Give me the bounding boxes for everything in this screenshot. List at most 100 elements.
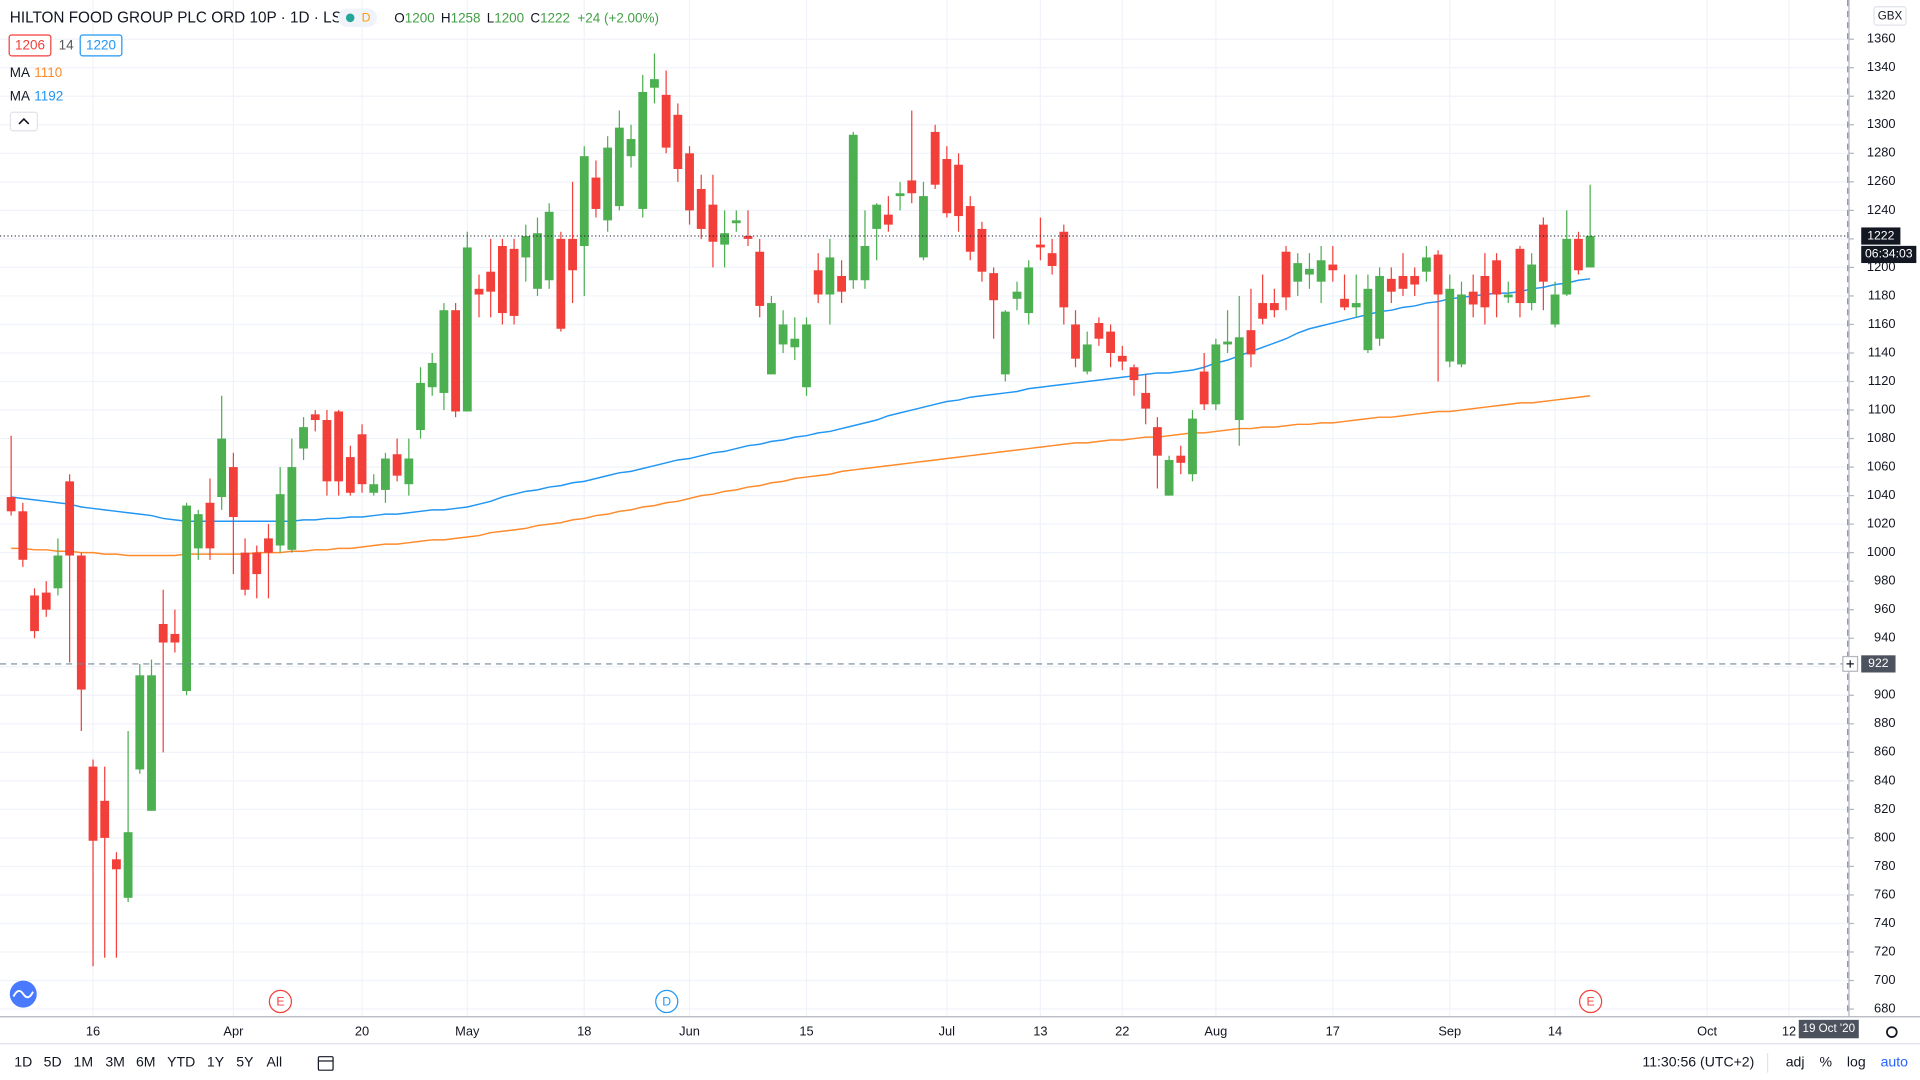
candle-body bbox=[556, 238, 566, 329]
candle-body bbox=[708, 204, 718, 242]
candle-body bbox=[451, 310, 461, 412]
y-tick-label: 1160 bbox=[1868, 316, 1896, 331]
candle-body bbox=[1141, 392, 1151, 409]
scale-option[interactable]: adj bbox=[1786, 1054, 1805, 1070]
candle-body bbox=[883, 214, 893, 225]
candle-body bbox=[1410, 275, 1420, 285]
range-button[interactable]: 6M bbox=[136, 1054, 156, 1070]
candle-body bbox=[1421, 257, 1431, 272]
range-button[interactable]: 1D bbox=[14, 1054, 32, 1070]
candle-body bbox=[673, 114, 683, 170]
candle-body bbox=[158, 623, 168, 643]
ask-box[interactable] bbox=[79, 34, 123, 57]
candle-body bbox=[1363, 288, 1373, 351]
currency-box[interactable] bbox=[1873, 6, 1907, 26]
candle-body bbox=[1036, 244, 1045, 248]
candle-body bbox=[1024, 267, 1034, 314]
y-tick-label: 1080 bbox=[1867, 430, 1896, 445]
event-label: D bbox=[662, 994, 671, 1008]
y-tick-label: 1360 bbox=[1867, 31, 1896, 46]
candle-body bbox=[579, 156, 589, 247]
bid-box[interactable] bbox=[8, 34, 52, 57]
candle-body bbox=[533, 233, 542, 289]
candle-body bbox=[614, 127, 624, 207]
candle-body bbox=[193, 514, 203, 549]
scale-option[interactable]: log bbox=[1847, 1054, 1866, 1070]
candle-body bbox=[1258, 303, 1268, 319]
y-tick-label: 680 bbox=[1874, 1000, 1895, 1015]
candle-body bbox=[1223, 341, 1232, 345]
candle-body bbox=[1000, 311, 1010, 375]
ohlc-prefix: L bbox=[487, 10, 495, 25]
candle-body bbox=[720, 233, 730, 245]
x-tick-label: 18 bbox=[577, 1024, 591, 1039]
settings-icon[interactable] bbox=[1886, 1026, 1898, 1038]
candle-body bbox=[989, 273, 999, 301]
status-pill[interactable] bbox=[337, 8, 378, 28]
candle-body bbox=[1375, 275, 1385, 339]
candle-body bbox=[521, 236, 531, 258]
crosshair-date-box bbox=[1798, 1019, 1859, 1039]
candle-body bbox=[474, 288, 484, 295]
x-tick-label: Jul bbox=[939, 1024, 955, 1039]
range-button[interactable]: 5D bbox=[44, 1054, 62, 1070]
candle-body bbox=[1012, 291, 1022, 299]
range-button[interactable]: 5Y bbox=[236, 1054, 254, 1070]
y-tick-label: 980 bbox=[1874, 573, 1895, 588]
candle-body bbox=[1340, 298, 1349, 308]
candle-body bbox=[919, 196, 928, 258]
ma-value: 1192 bbox=[34, 89, 63, 104]
candle-body bbox=[1515, 248, 1525, 304]
range-button[interactable]: 1Y bbox=[207, 1054, 225, 1070]
event-marker[interactable] bbox=[655, 989, 679, 1014]
candle-body bbox=[1351, 303, 1361, 308]
y-tick-label: 820 bbox=[1874, 801, 1895, 816]
y-tick-label: 1100 bbox=[1868, 401, 1896, 416]
candle-body bbox=[848, 134, 858, 281]
y-tick-label: 1280 bbox=[1867, 145, 1896, 160]
ohlc-legend: O1200 H1258 L1200 C1222 +24 (+2.00%) bbox=[394, 10, 659, 25]
countdown: 06:34:03 bbox=[1865, 247, 1913, 261]
y-tick-label: 1120 bbox=[1868, 373, 1896, 388]
candle-body bbox=[872, 204, 882, 229]
y-tick-label: 720 bbox=[1874, 943, 1895, 958]
candle-body bbox=[462, 247, 472, 412]
ohlc-close: 1222 bbox=[540, 10, 570, 25]
event-marker[interactable] bbox=[268, 989, 293, 1014]
collapse-button[interactable] bbox=[9, 111, 38, 132]
candle-body bbox=[965, 206, 975, 252]
candle-body bbox=[1164, 459, 1174, 496]
scale-option[interactable]: % bbox=[1819, 1054, 1832, 1070]
x-tick-label: 20 bbox=[355, 1024, 369, 1039]
range-button[interactable]: YTD bbox=[167, 1054, 195, 1070]
y-tick-label: 1320 bbox=[1867, 88, 1896, 103]
y-tick-label: 1040 bbox=[1867, 487, 1896, 502]
candle-body bbox=[568, 238, 577, 271]
candle-body bbox=[650, 79, 659, 88]
x-tick-label: Sep bbox=[1438, 1024, 1461, 1039]
ask: 1220 bbox=[86, 38, 116, 53]
ohlc-prefix: H bbox=[441, 10, 451, 25]
y-tick-label: 840 bbox=[1874, 772, 1895, 787]
scale-option[interactable]: auto bbox=[1881, 1054, 1909, 1070]
status-badge: D bbox=[362, 11, 371, 25]
candle-body bbox=[1550, 294, 1560, 325]
range-button[interactable]: 1M bbox=[73, 1054, 93, 1070]
x-tick-label: 12 bbox=[1782, 1024, 1796, 1039]
candle-body bbox=[322, 420, 332, 482]
candle-body bbox=[264, 538, 273, 553]
indicator-lines bbox=[11, 278, 1591, 557]
candle-body bbox=[825, 257, 835, 295]
candle-body bbox=[1562, 238, 1572, 295]
calendar-icon[interactable] bbox=[317, 1056, 334, 1071]
candle-body bbox=[100, 800, 110, 838]
candle-body bbox=[696, 188, 706, 229]
event-marker[interactable] bbox=[1578, 989, 1603, 1014]
moving-average bbox=[11, 278, 1591, 523]
range-button[interactable]: 3M bbox=[105, 1054, 125, 1070]
candle-body bbox=[53, 555, 63, 589]
y-tick-label: 1260 bbox=[1867, 173, 1896, 188]
candle-body bbox=[755, 251, 765, 306]
range-button[interactable]: All bbox=[266, 1054, 282, 1070]
candle-body bbox=[766, 303, 776, 375]
